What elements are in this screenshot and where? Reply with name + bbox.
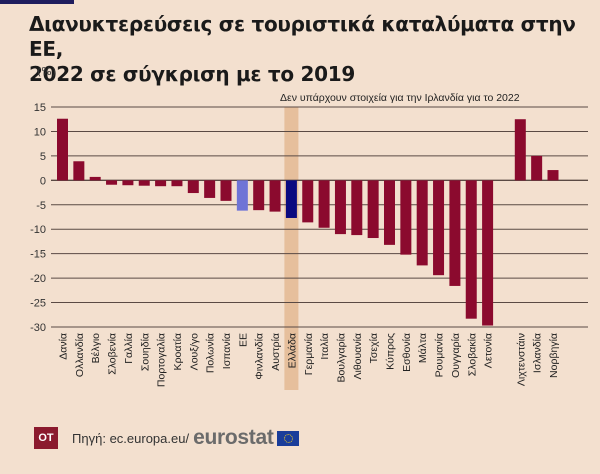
bar-16 bbox=[318, 180, 330, 228]
x-tick-label: Κύπρος bbox=[385, 333, 397, 370]
eurostat-logo: eurostat bbox=[193, 426, 274, 449]
bar-13 bbox=[269, 180, 281, 212]
y-tick-label: -25 bbox=[30, 298, 46, 310]
x-tick-label: Αυστρία bbox=[270, 333, 282, 371]
y-axis-unit: (%) bbox=[37, 65, 57, 78]
x-tick-label: Ουγγαρία bbox=[450, 333, 462, 378]
x-tick-label: Βουλγαρία bbox=[335, 333, 347, 383]
bar-8 bbox=[187, 180, 199, 194]
x-tick-label: Ιταλία bbox=[319, 333, 331, 360]
source-label: Πηγή: ec.europa.eu/ bbox=[72, 430, 190, 446]
bar-17 bbox=[334, 180, 346, 235]
bar-25 bbox=[465, 180, 477, 319]
bar-20 bbox=[384, 180, 395, 245]
x-tick-label: Σλοβακία bbox=[466, 333, 478, 376]
annotation-text: Δεν υπάρχουν στοιχεία για την Ιρλανδία γ… bbox=[280, 92, 520, 104]
y-tick-label: 5 bbox=[40, 151, 46, 163]
footer: OT Πηγή: ec.europa.eu/ eurostat bbox=[34, 426, 299, 449]
bar-19 bbox=[367, 180, 379, 239]
eu-flag-icon bbox=[276, 430, 299, 446]
bar-18 bbox=[351, 180, 363, 236]
top-accent-bar bbox=[0, 0, 74, 4]
bar-26 bbox=[482, 180, 494, 326]
bar-11 bbox=[236, 180, 248, 211]
highlight-band bbox=[284, 107, 299, 390]
bar-30 bbox=[547, 170, 559, 181]
y-tick-label: -30 bbox=[30, 322, 46, 334]
y-tick-label: 15 bbox=[34, 102, 46, 114]
bar-29 bbox=[531, 155, 543, 181]
x-tick-label: Δανία bbox=[58, 333, 70, 360]
bar-2 bbox=[89, 176, 101, 181]
y-tick-label: 10 bbox=[34, 126, 46, 138]
bar-6 bbox=[155, 180, 167, 187]
bar-4 bbox=[122, 180, 134, 186]
y-tick-label: -15 bbox=[30, 249, 46, 261]
y-tick-label: -10 bbox=[30, 224, 46, 236]
bar-28 bbox=[514, 119, 526, 181]
x-tick-label: Βέλγιο bbox=[90, 333, 102, 364]
x-tick-label: Πολωνία bbox=[205, 333, 217, 373]
x-tick-label: Τσεχία bbox=[368, 333, 380, 363]
bar-23 bbox=[433, 180, 445, 276]
bar-1 bbox=[73, 161, 85, 181]
x-tick-label: Γερμανία bbox=[303, 333, 315, 375]
y-tick-label: -20 bbox=[30, 273, 46, 285]
bar-12 bbox=[253, 180, 265, 211]
x-tick-label: Λιθουανία bbox=[352, 333, 364, 380]
x-tick-label: ΕΕ bbox=[237, 333, 249, 347]
bar-9 bbox=[204, 180, 216, 198]
bar-chart: 15 10 5 0 -5 -10 -15 -20 -25 -30 Δανία Ολλανδία Βέλ… bbox=[30, 92, 588, 390]
ot-logo: OT bbox=[34, 427, 58, 449]
bar-7 bbox=[171, 180, 183, 187]
x-tick-label: Εσθονία bbox=[401, 333, 413, 372]
bar-14 bbox=[285, 180, 297, 218]
x-tick-label: Ισλανδία bbox=[532, 333, 544, 373]
x-tick-label: Πορτογαλία bbox=[156, 333, 168, 387]
bar-5 bbox=[138, 180, 150, 186]
y-tick-label: 0 bbox=[40, 175, 46, 187]
x-tick-label: Λετονία bbox=[483, 333, 495, 368]
bar-0 bbox=[57, 118, 68, 181]
x-tick-label: Λιχτενστάιν bbox=[515, 333, 527, 386]
x-tick-label: Κροατία bbox=[172, 333, 184, 370]
x-tick-label: Νορβηγία bbox=[548, 333, 560, 378]
bar-3 bbox=[106, 180, 118, 185]
x-tick-label: Φινλανδία bbox=[254, 333, 266, 380]
x-tick-label: Ισπανία bbox=[221, 333, 233, 369]
bar-22 bbox=[416, 180, 428, 266]
x-tick-label: Ελλάδα bbox=[286, 333, 298, 368]
x-tick-label: Σλοβενία bbox=[107, 333, 119, 375]
x-tick-label: Ολλανδία bbox=[74, 333, 86, 377]
bar-21 bbox=[400, 180, 412, 255]
x-tick-label: Λουξ/γο bbox=[188, 333, 200, 370]
bar-15 bbox=[302, 180, 314, 223]
bar-10 bbox=[220, 180, 232, 201]
chart-title: Διανυκτερεύσεις σε τουριστικά καταλύματα… bbox=[29, 12, 600, 87]
x-tick-label: Γαλλία bbox=[123, 333, 135, 364]
x-tick-label: Ρουμανία bbox=[434, 333, 446, 377]
title-line-2: 2022 σε σύγκριση με το 2019 bbox=[29, 62, 355, 86]
x-tick-label: Μάλτα bbox=[417, 333, 429, 363]
x-tick-label: Σουηδία bbox=[139, 333, 151, 371]
title-line-1: Διανυκτερεύσεις σε τουριστικά καταλύματα… bbox=[29, 12, 576, 61]
bar-24 bbox=[449, 180, 461, 286]
y-tick-label: -5 bbox=[36, 200, 46, 212]
